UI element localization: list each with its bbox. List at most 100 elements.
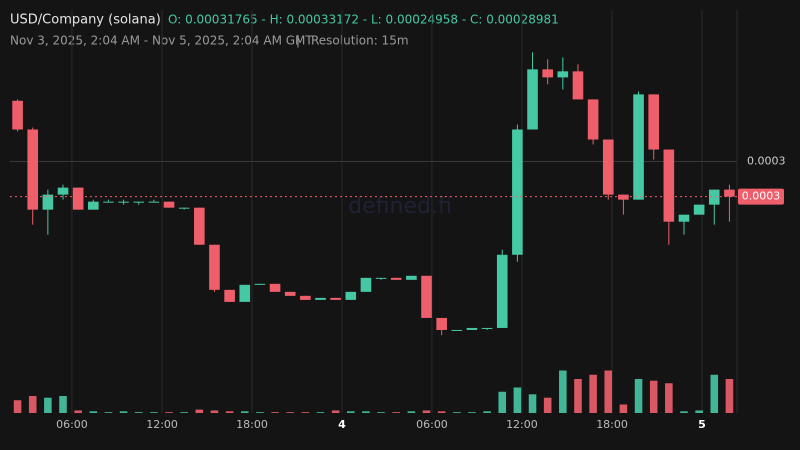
x-tick-label: 12:00 xyxy=(146,418,178,431)
candle-body xyxy=(194,207,205,245)
candle-body xyxy=(300,295,311,300)
volume-bar xyxy=(59,396,67,413)
volume-bar xyxy=(468,412,476,413)
last-price-box xyxy=(738,188,784,205)
candle-body xyxy=(618,194,629,200)
candle-body xyxy=(633,94,644,200)
candle-body xyxy=(254,283,266,285)
candle-body xyxy=(224,289,235,302)
candle-body xyxy=(648,94,659,150)
volume-bar xyxy=(498,391,507,413)
candle-body xyxy=(133,201,145,203)
volume-bar xyxy=(301,412,310,413)
candle-body xyxy=(678,214,690,222)
candle-body xyxy=(693,204,705,215)
volume-bar xyxy=(180,412,188,413)
candle-body xyxy=(390,277,402,280)
x-tick-label: 06:00 xyxy=(56,418,88,431)
resolution: Resolution: 15m xyxy=(311,34,409,48)
ohlc-text: O: 0.00031765 - H: 0.00033172 - L: 0.000… xyxy=(168,13,559,27)
volume-bar xyxy=(695,410,703,413)
x-tick-label: 06:00 xyxy=(416,418,448,431)
candle-body xyxy=(436,317,447,330)
volume-bar xyxy=(256,412,264,413)
x-tick-label: 12:00 xyxy=(506,418,538,431)
volume-bar xyxy=(28,396,37,413)
candle-body xyxy=(284,291,296,296)
volume-bar xyxy=(680,411,688,413)
volume-bar xyxy=(574,379,582,413)
candle-body xyxy=(88,201,99,210)
x-tick-label: 4 xyxy=(338,418,346,431)
candle-body xyxy=(103,201,114,203)
volume-bar xyxy=(710,374,719,413)
volume-bar xyxy=(44,397,52,413)
volume-bar xyxy=(225,411,234,413)
candle-body xyxy=(42,194,54,210)
volume-bar xyxy=(528,394,537,413)
volume-bar xyxy=(665,383,673,413)
volume-bar xyxy=(316,412,325,413)
candle-body xyxy=(466,327,478,330)
candle-body xyxy=(330,297,341,300)
volume-bar xyxy=(604,370,613,413)
candle-body xyxy=(572,71,584,100)
volume-bar xyxy=(559,370,567,413)
volume-bar xyxy=(240,411,249,413)
volume-bar xyxy=(437,411,446,413)
volume-bar xyxy=(165,412,173,413)
candle-body xyxy=(496,254,508,328)
last-price-label: 0.0003 xyxy=(742,190,781,203)
candle-body xyxy=(239,284,251,302)
volume-bar xyxy=(346,411,355,413)
candle-body xyxy=(587,99,599,140)
volume-bar xyxy=(331,410,340,413)
candle-body xyxy=(345,291,357,300)
candle-body xyxy=(315,297,326,300)
candle-body xyxy=(527,69,538,130)
volume-bar xyxy=(619,404,628,413)
candle-body xyxy=(27,129,39,210)
y-tick-label: 0.0003 xyxy=(747,155,786,168)
volume-bar xyxy=(362,411,370,413)
watermark: defined.fi xyxy=(348,194,452,219)
volume-bar xyxy=(150,412,158,413)
x-tick-label: 18:00 xyxy=(236,418,268,431)
x-tick-label: 18:00 xyxy=(596,418,628,431)
volume-bar xyxy=(725,379,734,413)
candle-body xyxy=(406,275,417,280)
volume-bar xyxy=(119,411,128,413)
volume-bar xyxy=(483,411,491,413)
candle-body xyxy=(375,277,387,279)
volume-bar xyxy=(286,412,294,413)
separator: | xyxy=(296,34,300,48)
volume-bar xyxy=(634,379,643,413)
x-tick-label: 5 xyxy=(698,418,706,431)
volume-bar xyxy=(392,412,401,413)
volume-bar xyxy=(543,397,552,413)
volume-bar xyxy=(453,412,461,413)
candle-body xyxy=(542,69,553,78)
candle-body xyxy=(118,201,129,203)
volume-bar xyxy=(422,410,431,413)
volume-bar xyxy=(104,412,113,413)
volume-bar xyxy=(513,387,522,413)
volume-bar xyxy=(407,411,416,413)
volume-bar xyxy=(195,409,204,413)
candle-body xyxy=(421,275,432,318)
volume-bar xyxy=(589,374,597,413)
candle-body xyxy=(209,244,220,290)
candle-body xyxy=(602,139,614,195)
volume-bar xyxy=(271,412,279,413)
volume-bar xyxy=(649,380,658,413)
volume-bar xyxy=(89,411,98,413)
candle-body xyxy=(57,187,69,195)
candle-body xyxy=(708,189,720,205)
candle-body xyxy=(12,100,23,130)
volume-bar xyxy=(210,410,219,413)
candle-body xyxy=(557,71,569,78)
candle-body xyxy=(72,187,84,210)
